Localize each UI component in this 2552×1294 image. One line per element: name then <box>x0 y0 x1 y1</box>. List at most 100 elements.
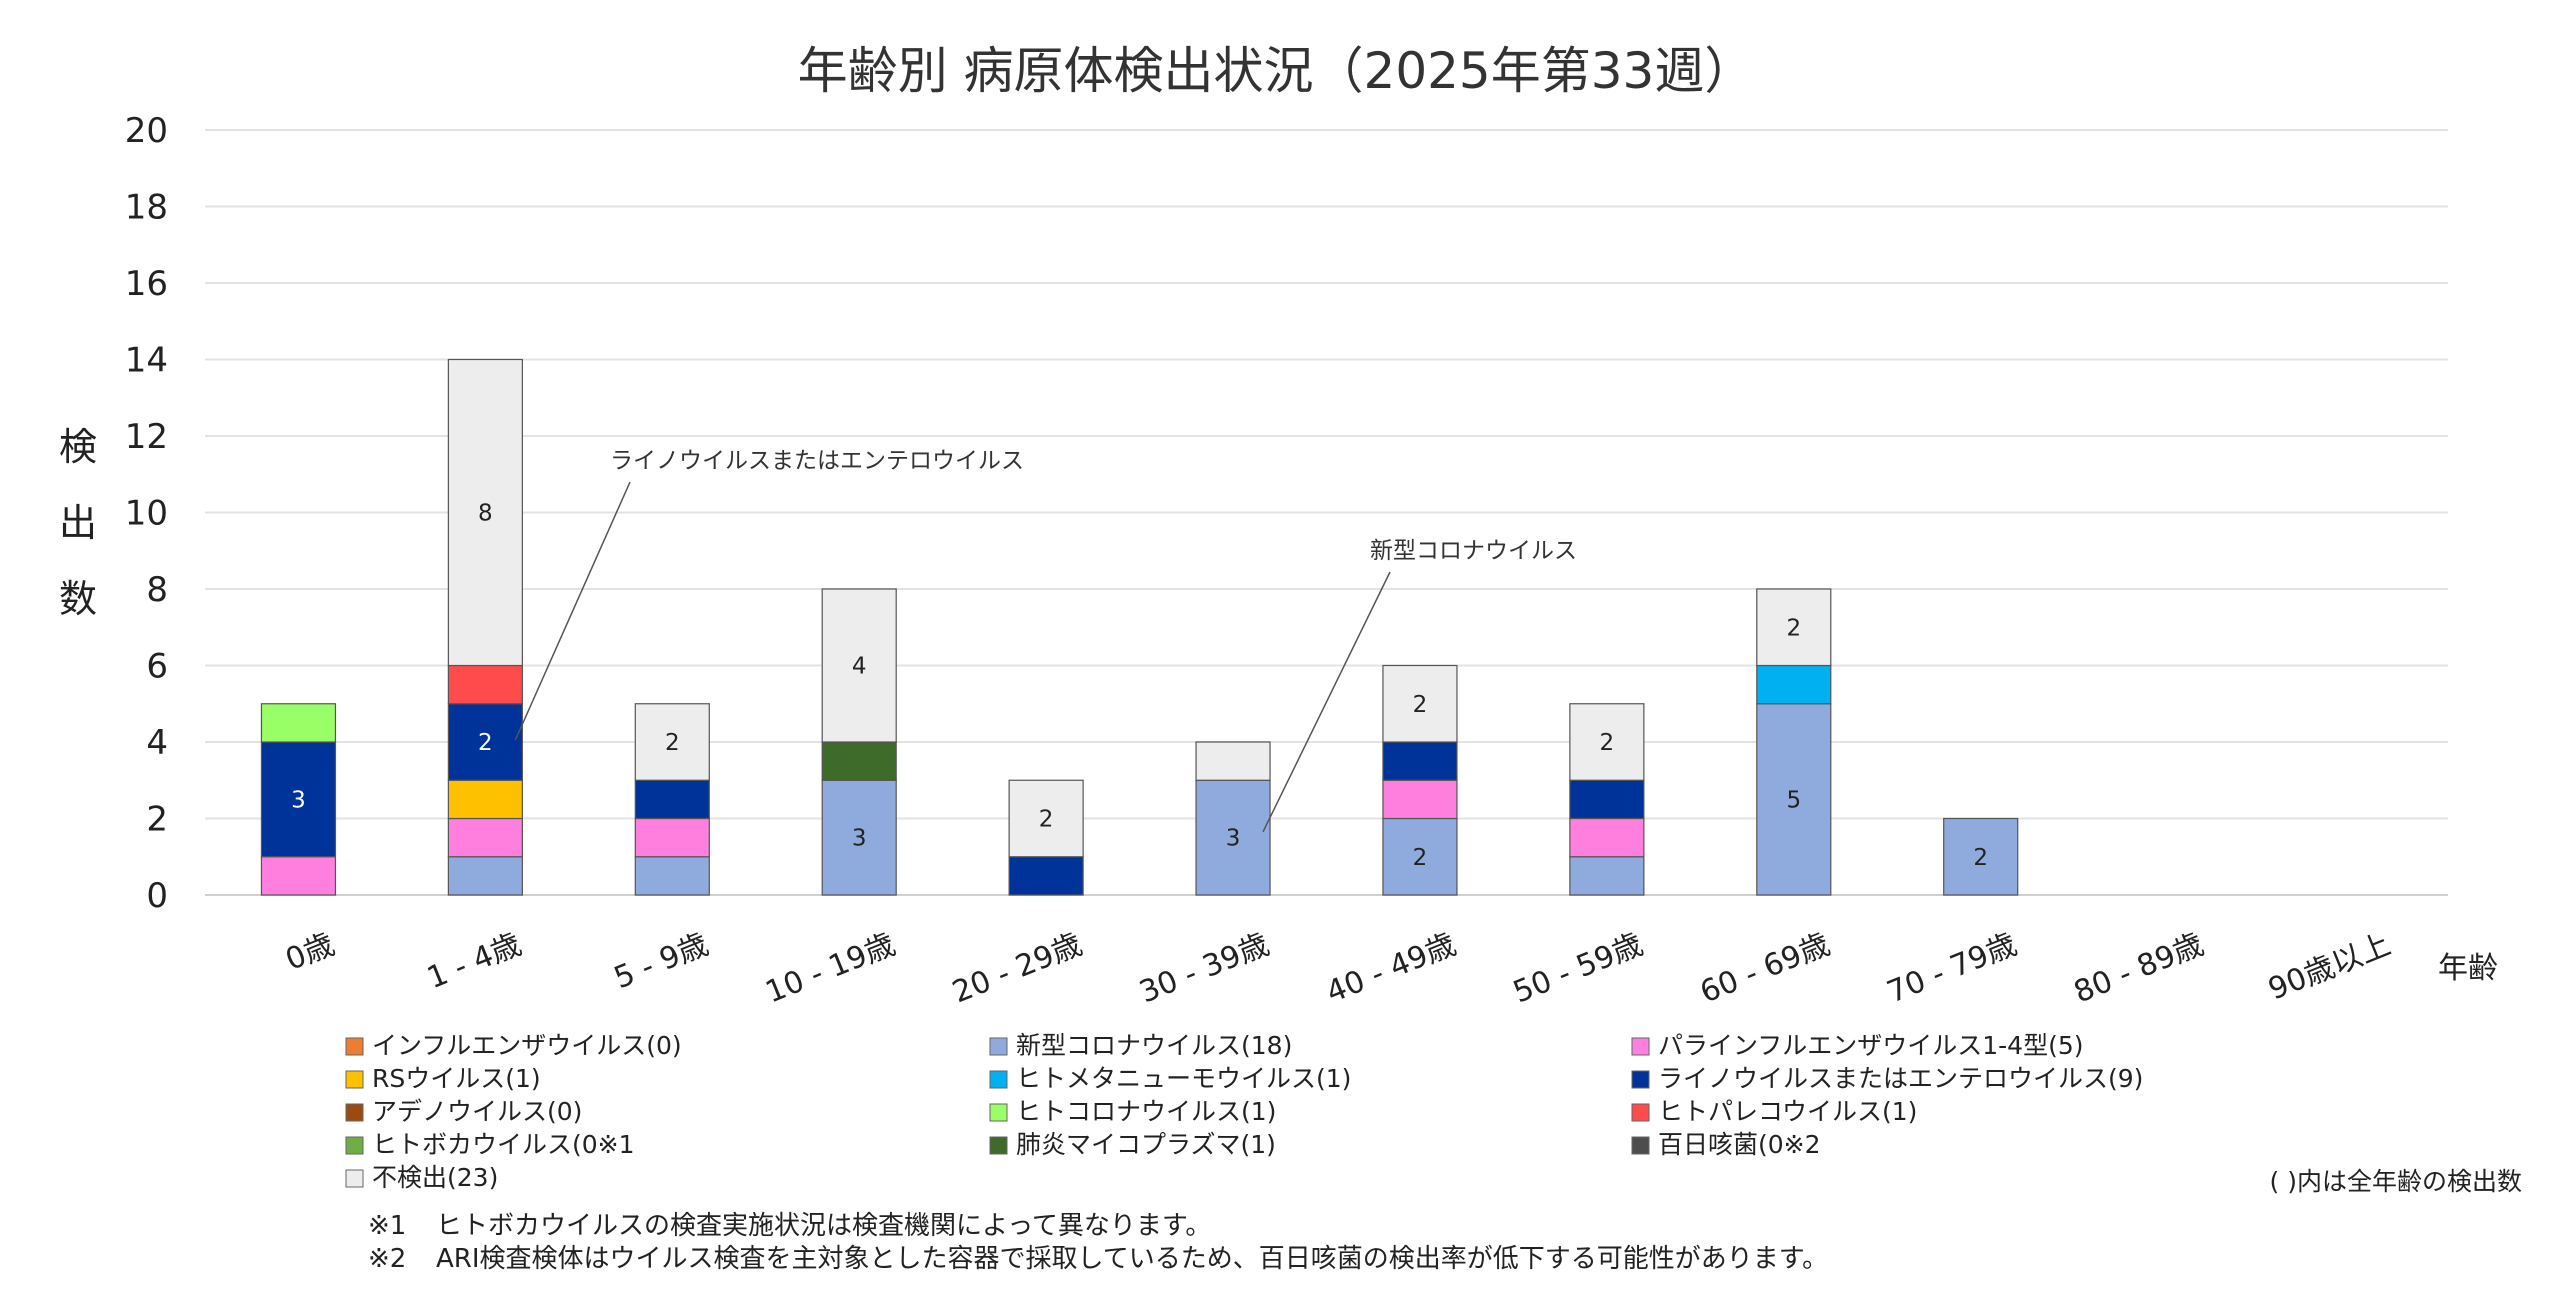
callout-text: 新型コロナウイルス <box>1370 538 1577 564</box>
data-label: 2 <box>1039 807 1054 833</box>
legend-entry: ライノウイルスまたはエンテロウイルス(9) <box>1658 1064 2143 1093</box>
legend-swatch <box>345 1136 364 1155</box>
bar-segment <box>634 779 710 820</box>
legend-entry: アデノウイルス(0) <box>372 1097 582 1126</box>
y-axis-label-char: 検 <box>59 425 97 469</box>
bar-segment <box>447 817 523 858</box>
legend-swatch <box>1631 1070 1650 1089</box>
legend-entry: ヒトコロナウイルス(1) <box>1016 1097 1276 1126</box>
y-axis-label-char: 数 <box>59 577 97 621</box>
x-tick-label: 20 - 29歳 <box>948 927 1087 1010</box>
y-tick-label: 16 <box>125 264 168 304</box>
legend-swatch <box>345 1169 364 1188</box>
bar-segment <box>1569 817 1645 858</box>
data-label: 2 <box>1413 845 1428 871</box>
bar-segment <box>1008 779 1084 858</box>
bar-segment <box>634 817 710 858</box>
legend-entry: ヒトボカウイルス(0※1 <box>372 1130 635 1159</box>
x-tick-label: 30 - 39歳 <box>1135 927 1274 1010</box>
bar-segment <box>447 703 523 781</box>
y-axis-label-char: 出 <box>59 501 97 545</box>
bar-segment <box>1756 588 1832 667</box>
bar-segment <box>1382 741 1458 781</box>
legend-entry: 新型コロナウイルス(18) <box>1016 1031 1292 1060</box>
data-label: 2 <box>1600 730 1615 756</box>
bar-segment <box>1382 779 1458 820</box>
legend-swatch <box>1631 1103 1650 1122</box>
data-label: 8 <box>478 501 493 527</box>
data-label: 2 <box>1973 845 1988 871</box>
gridlines <box>205 129 2448 896</box>
bar-segment <box>447 664 523 705</box>
legend-swatch <box>1631 1136 1650 1155</box>
footnote-text: ヒトボカウイルスの検査実施状況は検査機関によって異なります。 <box>436 1211 1211 1241</box>
legend-swatch <box>1631 1037 1650 1056</box>
y-tick-label: 20 <box>125 111 168 151</box>
legend-note: ( )内は全年齢の検出数 <box>2270 1167 2522 1196</box>
x-tick-label: 80 - 89歳 <box>2069 927 2208 1010</box>
data-label: 4 <box>852 654 867 680</box>
footnote-text: ARI検査検体はウイルス検査を主対象とした容器で採取しているため、百日咳菌の検出… <box>436 1244 1828 1274</box>
y-tick-label: 2 <box>146 800 168 840</box>
legend-swatch <box>345 1103 364 1122</box>
bar-segment <box>260 856 337 896</box>
legend-entry: ヒトパレコウイルス(1) <box>1658 1097 1917 1126</box>
legend-entry: パラインフルエンザウイルス1-4型(5) <box>1658 1031 2084 1060</box>
bar-segment <box>1569 856 1645 896</box>
bar-segment <box>1008 856 1084 896</box>
data-label: 5 <box>1786 787 1801 813</box>
x-axis-label: 年齢 <box>2438 951 2498 986</box>
bar-segment <box>1382 664 1458 743</box>
bar-segment <box>260 741 337 858</box>
data-label: 3 <box>291 787 306 813</box>
bar-segment <box>1943 817 2019 896</box>
x-tick-label: 40 - 49歳 <box>1322 927 1461 1010</box>
data-label: 3 <box>852 826 867 852</box>
bar-segment <box>1756 664 1832 705</box>
y-tick-label: 10 <box>125 494 168 534</box>
bars <box>260 358 2019 896</box>
legend-entry: 肺炎マイコプラズマ(1) <box>1016 1130 1276 1159</box>
x-axis-ticks: 0歳 1 - 4歳 5 - 9歳 10 - 19歳 20 - 29歳 30 - 39歳 40… <box>281 927 2396 1010</box>
chart-title: 年齢別 病原体検出状況（2025年第33週） <box>798 42 1755 100</box>
legend-entry: 不検出(23) <box>372 1163 498 1192</box>
bar-segment <box>821 588 897 743</box>
data-label: 3 <box>1226 826 1241 852</box>
legend-entry: ヒトメタニューモウイルス(1) <box>1016 1064 1351 1093</box>
data-label: 2 <box>478 730 493 756</box>
bar-segment <box>1569 779 1645 820</box>
data-labels: 3 2 8 2 3 4 2 3 2 2 2 5 2 2 <box>291 501 1988 871</box>
legend-swatch <box>989 1136 1008 1155</box>
x-tick-label: 70 - 79歳 <box>1882 927 2021 1010</box>
legend-swatch <box>989 1103 1008 1122</box>
bar-segment <box>1756 703 1832 896</box>
y-tick-label: 18 <box>125 188 168 228</box>
x-tick-label: 90歳以上 <box>2264 927 2396 1007</box>
legend-swatch <box>345 1037 364 1056</box>
bar-segment <box>447 358 523 667</box>
legend: インフルエンザウイルス(0) 新型コロナウイルス(18) パラインフルエンザウイルス… <box>345 1031 2143 1192</box>
footnote-mark: ※2 <box>368 1244 406 1274</box>
legend-swatch <box>989 1037 1008 1056</box>
bar-segment <box>447 856 523 896</box>
data-label: 2 <box>1413 692 1428 718</box>
callout-line <box>514 481 631 741</box>
y-tick-label: 14 <box>125 341 168 381</box>
footnote-mark: ※1 <box>368 1211 406 1241</box>
x-tick-label: 50 - 59歳 <box>1508 927 1647 1010</box>
legend-entry: 百日咳菌(0※2 <box>1658 1130 1821 1159</box>
bar-segment <box>1195 741 1271 781</box>
bar-segment <box>447 779 523 820</box>
legend-entry: RSウイルス(1) <box>372 1064 541 1093</box>
x-tick-label: 1 - 4歳 <box>422 927 526 996</box>
y-tick-label: 0 <box>146 876 168 916</box>
bar-segment <box>260 703 337 743</box>
y-tick-label: 6 <box>146 647 168 687</box>
bar-segment <box>634 856 710 896</box>
x-tick-label: 0歳 <box>281 927 340 978</box>
legend-swatch <box>345 1070 364 1089</box>
y-tick-label: 8 <box>146 570 168 610</box>
x-tick-label: 10 - 19歳 <box>761 927 900 1010</box>
x-tick-label: 5 - 9歳 <box>609 927 713 996</box>
